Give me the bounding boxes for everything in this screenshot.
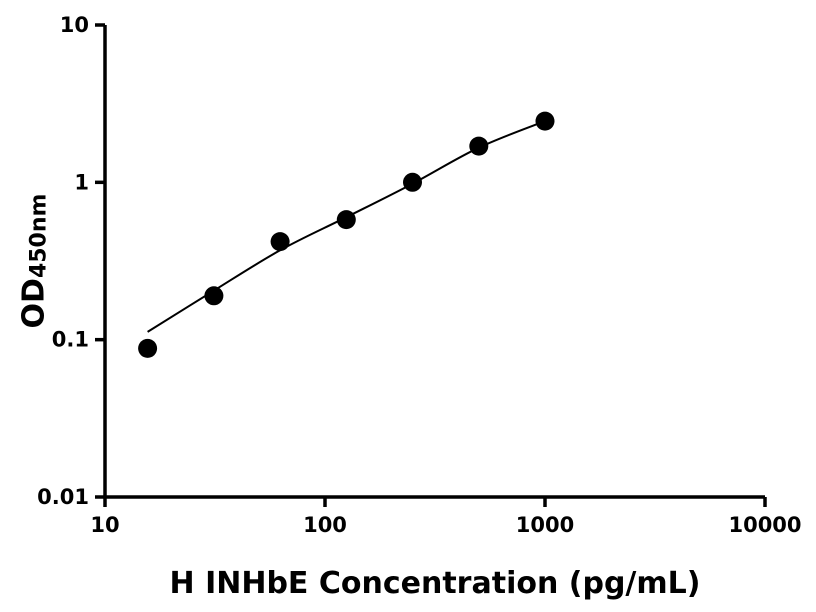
y-tick-label: 0.01 — [37, 485, 89, 509]
y-axis-title: OD450nm — [17, 194, 52, 329]
x-tick-label: 100 — [303, 513, 347, 537]
y-tick-label: 0.1 — [52, 328, 89, 352]
x-tick-label: 1000 — [516, 513, 574, 537]
axes — [95, 23, 767, 507]
y-tick-label: 10 — [60, 13, 89, 37]
data-point — [403, 172, 422, 192]
data-point — [138, 338, 158, 358]
x-tick-label: 10000 — [728, 513, 801, 537]
x-axis-title: H INHbE Concentration (pg/mL) — [169, 566, 701, 601]
x-tick-label: 10 — [90, 513, 119, 537]
y-tick-label: 1 — [74, 170, 89, 194]
data-point — [469, 136, 489, 156]
data-point — [336, 210, 356, 230]
data-point — [270, 232, 290, 252]
data-point — [204, 286, 224, 306]
y-axis-title-main: OD — [16, 278, 52, 329]
y-axis-title-sub: 450nm — [26, 193, 52, 279]
data-points — [138, 111, 555, 358]
tick-labels: 10 100 1000 10000 0.01 0.1 1 10 — [37, 13, 801, 537]
data-point — [535, 111, 555, 131]
